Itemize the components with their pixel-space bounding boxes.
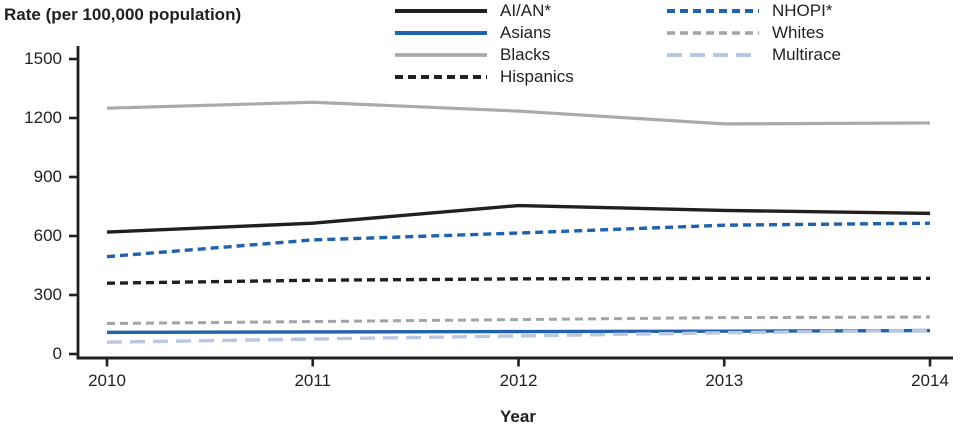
chart-legend: AI/AN* Asians Blacks Hispanics NHOPI* Whites M… (0, 0, 960, 92)
y-tick-label-300: 300 (33, 285, 62, 304)
legend-line-swatch-aian (395, 9, 487, 13)
series-line-hispanics (106, 276, 930, 285)
legend-column-1: AI/AN* Asians Blacks Hispanics (395, 0, 574, 88)
x-tick-label-2014: 2014 (911, 371, 949, 390)
legend-item-aian: AI/AN* (395, 0, 574, 22)
series-line-asians (106, 328, 931, 335)
legend-item-whites: Whites (667, 22, 841, 44)
series-line-blacks (106, 100, 931, 126)
legend-column-2: NHOPI* Whites Multirace (667, 0, 841, 66)
legend-label-hispanics: Hispanics (500, 67, 574, 86)
y-tick-label-1200: 1200 (24, 108, 62, 127)
y-tick-label-1500: 1500 (24, 49, 62, 68)
y-tick-label-900: 900 (33, 167, 62, 186)
x-tick-label-2012: 2012 (499, 371, 538, 390)
legend-label-asians: Asians (500, 23, 552, 42)
legend-label-multirace: Multirace (772, 45, 841, 64)
legend-item-multirace: Multirace (667, 44, 841, 66)
x-axis-title: Year (500, 407, 536, 426)
x-tick-label-2010: 2010 (88, 371, 126, 390)
legend-label-blacks: Blacks (500, 45, 551, 64)
y-tick-label-0: 0 (52, 344, 62, 363)
x-tick-label-2011: 2011 (294, 371, 332, 390)
legend-line-swatch-nhopi (667, 9, 759, 13)
legend-item-blacks: Blacks (395, 44, 574, 66)
legend-line-swatch-whites (667, 31, 759, 35)
legend-line-swatch-hispanics (395, 75, 487, 79)
legend-item-hispanics: Hispanics (395, 66, 574, 88)
legend-label-aian: AI/AN* (500, 1, 552, 20)
legend-item-asians: Asians (395, 22, 574, 44)
series-line-whites (106, 315, 931, 326)
legend-label-whites: Whites (772, 23, 824, 42)
legend-line-swatch-multirace (667, 53, 759, 57)
legend-line-swatch-asians (395, 31, 487, 35)
x-tick-label-2013: 2013 (705, 371, 744, 390)
legend-line-swatch-blacks (395, 53, 487, 57)
legend-label-nhopi: NHOPI* (772, 1, 833, 20)
series-line-nhopi (106, 221, 931, 259)
legend-item-nhopi: NHOPI* (667, 0, 841, 22)
y-axis-title: Rate (per 100,000 population) (4, 5, 242, 24)
series-line-aian (106, 203, 931, 234)
y-tick-label-600: 600 (33, 226, 62, 245)
